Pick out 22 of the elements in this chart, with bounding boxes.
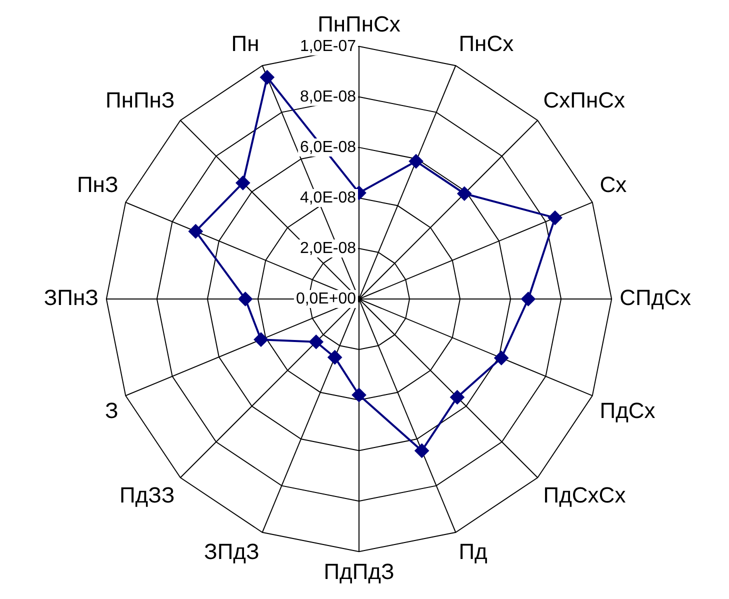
- spoke-label: ПдПдЗ: [324, 558, 394, 584]
- spoke-label: ЗПдЗ: [204, 539, 260, 564]
- spoke-label: ПдЗЗ: [119, 482, 175, 508]
- spoke-label: ПдСхСх: [543, 482, 626, 508]
- spoke-label: Сх: [600, 172, 627, 198]
- spoke-label: СхПнСх: [543, 88, 626, 113]
- y-tick-label: 0,0E+00: [296, 290, 356, 308]
- spoke-label: З: [104, 398, 118, 423]
- spoke-label: СПдСх: [620, 285, 692, 310]
- spoke-label: ЗПнЗ: [44, 285, 98, 310]
- y-tick-label: 8,0E-08: [300, 88, 356, 106]
- spoke-label: Пн: [231, 31, 260, 56]
- spoke-label: ПдСх: [600, 398, 656, 423]
- y-tick-label: 1,0E-07: [300, 38, 356, 55]
- spoke-label: ПнСх: [458, 31, 514, 56]
- y-tick-label: 6,0E-08: [300, 138, 356, 156]
- y-tick-label: 2,0E-08: [300, 240, 356, 257]
- spoke-label: ПнПнЗ: [106, 88, 175, 113]
- y-tick-label: 4,0E-08: [300, 189, 356, 206]
- spoke-label: ПнПнСх: [318, 11, 400, 36]
- spoke-label: Пд: [458, 539, 488, 564]
- spoke-label: ПнЗ: [76, 172, 118, 198]
